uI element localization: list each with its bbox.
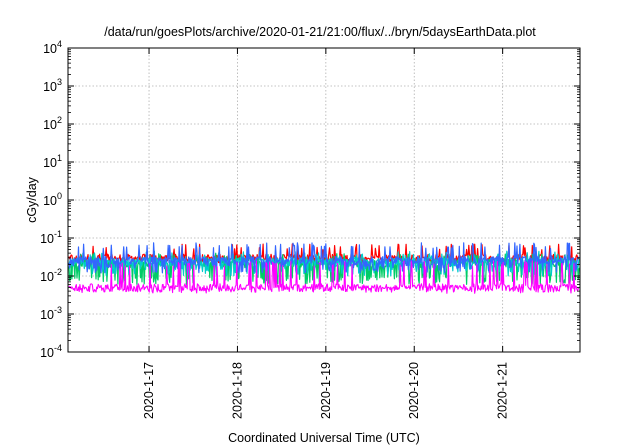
x-tick-label: 2020-1-19 bbox=[319, 362, 333, 419]
chart-title: /data/run/goesPlots/archive/2020-01-21/2… bbox=[104, 25, 536, 39]
y-tick-label: 102 bbox=[43, 115, 62, 132]
x-tick-label: 2020-1-20 bbox=[407, 362, 421, 419]
y-tick-label: 100 bbox=[43, 191, 62, 208]
x-tick-label: 2020-1-21 bbox=[496, 362, 510, 419]
x-axis-label: Coordinated Universal Time (UTC) bbox=[228, 431, 420, 445]
y-axis-label: cGy/day bbox=[25, 176, 39, 223]
y-tick-label: 104 bbox=[43, 39, 62, 56]
y-tick-label: 101 bbox=[43, 153, 62, 170]
y-tick-label: 10-4 bbox=[40, 343, 62, 360]
x-axis-ticks: 2020-1-17 2020-1-18 2020-1-19 2020-1-20 2020… bbox=[142, 48, 510, 419]
series-line-4 bbox=[68, 242, 580, 274]
series-layer bbox=[68, 242, 580, 294]
grid-lines bbox=[68, 48, 580, 352]
x-tick-label: 2020-1-17 bbox=[142, 362, 156, 419]
y-tick-label: 10-2 bbox=[40, 267, 62, 284]
y-tick-label: 10-1 bbox=[40, 229, 62, 246]
y-tick-label: 103 bbox=[43, 77, 62, 94]
y-axis-ticks: 10-4 10-3 10-2 10-1 100 101 102 103 104 bbox=[40, 39, 580, 360]
series-line-5 bbox=[68, 260, 580, 294]
x-tick-label: 2020-1-18 bbox=[230, 362, 244, 419]
y-tick-label: 10-3 bbox=[40, 305, 62, 322]
